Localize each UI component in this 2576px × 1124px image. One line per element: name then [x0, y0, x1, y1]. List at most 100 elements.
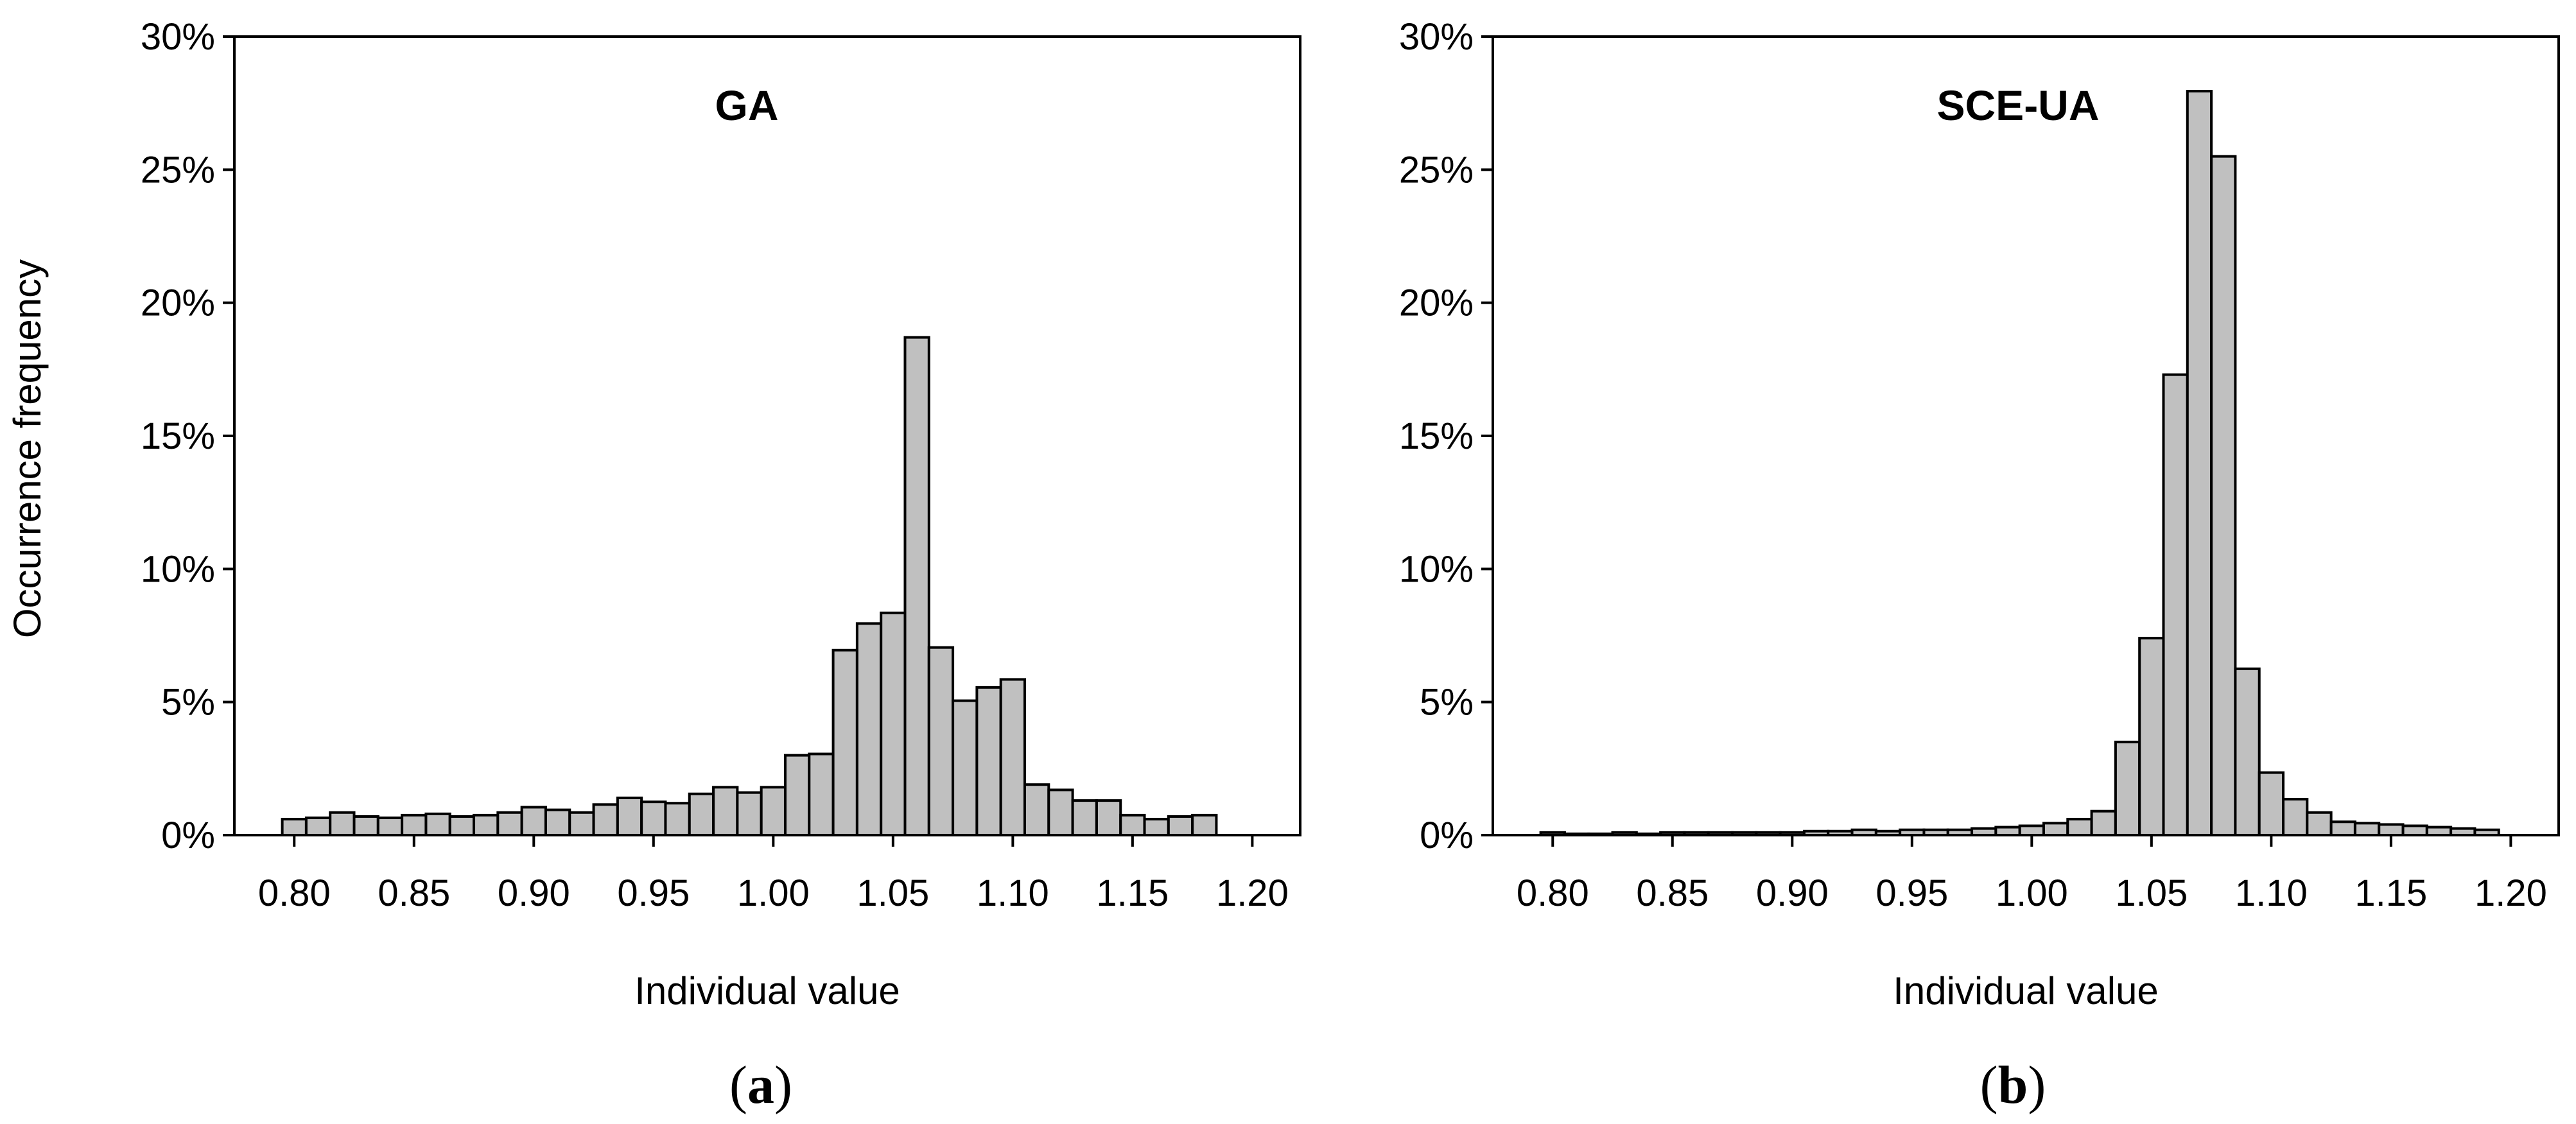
chart-a-bar: [1191, 813, 1218, 837]
chart-a-bar: [329, 811, 356, 836]
chart-a-panel-letter: a: [747, 1055, 774, 1115]
chart-b-y-tick-label: 15%: [1399, 415, 1474, 457]
chart-a-bar: [520, 806, 547, 836]
chart-a-bar: [903, 336, 930, 836]
chart-a-y-tick-label: 5%: [161, 682, 215, 723]
chart-a-bar: [999, 678, 1027, 837]
chart-a-bar: [352, 815, 379, 837]
chart-a-title: GA: [715, 82, 779, 129]
chart-b-y-tick-label: 0%: [1420, 815, 1474, 856]
chart-a-x-tick-label: 0.85: [378, 872, 450, 914]
chart-b-bar: [2234, 667, 2261, 837]
chart-b-bar: [2066, 818, 2093, 836]
chart-b-bar: [2138, 637, 2165, 836]
chart-b-x-tick-label: 0.80: [1517, 872, 1589, 914]
chart-a-bar: [640, 800, 667, 836]
chart-b-x-tick-label: 0.90: [1756, 872, 1829, 914]
chart-b-bar: [2329, 820, 2356, 837]
chart-a-bar: [496, 811, 523, 836]
chart-a-panel-paren-open: (: [729, 1055, 747, 1115]
chart-a-bar: [975, 686, 1002, 836]
chart-a-bar: [1047, 788, 1074, 837]
chart-b-y-tick-label: 30%: [1399, 16, 1474, 58]
chart-a-bar: [568, 811, 595, 836]
chart-a-bar: [544, 808, 571, 837]
chart-a-x-tick-label: 1.15: [1096, 872, 1169, 914]
chart-b-x-axis-title: Individual value: [1893, 969, 2159, 1012]
chart-b-bar: [2114, 740, 2141, 837]
chart-b-panel-paren-open: (: [1980, 1055, 1998, 1115]
chart-a-bar: [304, 817, 332, 836]
chart-a-bar: [855, 622, 883, 837]
chart-a-x-tick-label: 1.00: [737, 872, 810, 914]
chart-a-bar: [592, 803, 619, 837]
chart-a-bar: [736, 791, 763, 836]
chart-b-bar: [2401, 824, 2428, 837]
chart-a-y-tick-label: 30%: [141, 16, 215, 58]
chart-b-bar: [2378, 823, 2405, 836]
chart-a-bar: [808, 752, 835, 836]
chart-a-y-tick-label: 15%: [141, 415, 215, 457]
chart-b-x-tick-label: 0.85: [1636, 872, 1709, 914]
chart-b-y-tick-label: 10%: [1399, 548, 1474, 590]
chart-b-x-tick-label: 0.95: [1875, 872, 1948, 914]
chart-b-bar: [2353, 822, 2381, 836]
chart-b-x-tick-label: 1.05: [2115, 872, 2188, 914]
chart-a-bar: [1119, 813, 1146, 837]
chart-a-x-tick-label: 0.95: [617, 872, 690, 914]
chart-a-x-tick-label: 1.10: [977, 872, 1049, 914]
chart-a: 0% 5% 10% 15% 20% 25% 30% 0.80 0.85 0.90 0.95 1.00 1…: [6, 16, 1301, 1115]
chart-b-y-tick-label: 5%: [1420, 682, 1474, 723]
chart-a-bar: [448, 815, 476, 837]
chart-b-x-tick-label: 1.00: [1996, 872, 2068, 914]
chart-b-bar: [2018, 824, 2045, 837]
chart-a-bar: [760, 786, 787, 836]
chart-a-bar: [880, 611, 907, 837]
chart-b-y-tick-label: 20%: [1399, 282, 1474, 324]
chart-b-bar: [2258, 771, 2285, 837]
chart-b-bar: [2162, 373, 2189, 836]
chart-b-panel-letter: b: [1998, 1055, 2028, 1115]
chart-b-x-tick-label: 1.10: [2235, 872, 2308, 914]
chart-a-y-tick-label: 25%: [141, 149, 215, 191]
chart-b-x-tick-label: 1.15: [2354, 872, 2427, 914]
chart-a-bar: [401, 813, 428, 837]
chart-b-bar: [2210, 155, 2237, 837]
chart-b-x-tick-label: 1.20: [2475, 872, 2547, 914]
chart-b-title: SCE-UA: [1936, 82, 2099, 129]
chart-a-x-tick-label: 0.80: [258, 872, 331, 914]
chart-b-bars: [1539, 90, 2500, 837]
chart-a-bars: [281, 336, 1218, 837]
chart-b-panel-paren-close: ): [2028, 1055, 2046, 1115]
chart-b-plot-frame: [1492, 35, 2560, 836]
chart-a-bar: [1167, 815, 1194, 837]
chart-b-bar: [2186, 90, 2213, 836]
chart-a-bar: [281, 818, 308, 836]
chart-a-bar: [688, 792, 715, 837]
chart-a-bar: [927, 646, 955, 836]
chart-b-y-tick-label: 25%: [1399, 149, 1474, 191]
chart-a-bar: [616, 796, 643, 836]
chart-a-panel-label: (a): [729, 1055, 792, 1115]
chart-a-plot-frame: [233, 35, 1301, 836]
chart-a-bar: [1023, 783, 1050, 837]
chart-b-bar: [2306, 811, 2333, 836]
chart-a-y-tick-label: 20%: [141, 282, 215, 324]
chart-b: 0% 5% 10% 15% 20% 25% 30% 0.80 0.85 0.90 0.95 1.00 1…: [1399, 16, 2560, 1115]
chart-b-bar: [2090, 809, 2117, 837]
chart-a-x-tick-label: 1.05: [857, 872, 929, 914]
chart-a-bar: [783, 754, 811, 836]
chart-a-y-tick-label: 10%: [141, 548, 215, 590]
chart-a-y-tick-label: 0%: [161, 815, 215, 856]
chart-a-bar: [712, 786, 739, 836]
chart-a-bar: [376, 817, 404, 836]
chart-a-x-tick-label: 0.90: [498, 872, 570, 914]
chart-a-bar: [664, 802, 691, 836]
chart-a-bar: [1095, 799, 1122, 837]
chart-a-panel-paren-close: ): [774, 1055, 792, 1115]
chart-a-x-axis-title: Individual value: [634, 969, 900, 1012]
chart-a-bar: [1071, 799, 1098, 837]
chart-a-bar: [952, 699, 979, 837]
chart-a-bar: [831, 648, 858, 836]
